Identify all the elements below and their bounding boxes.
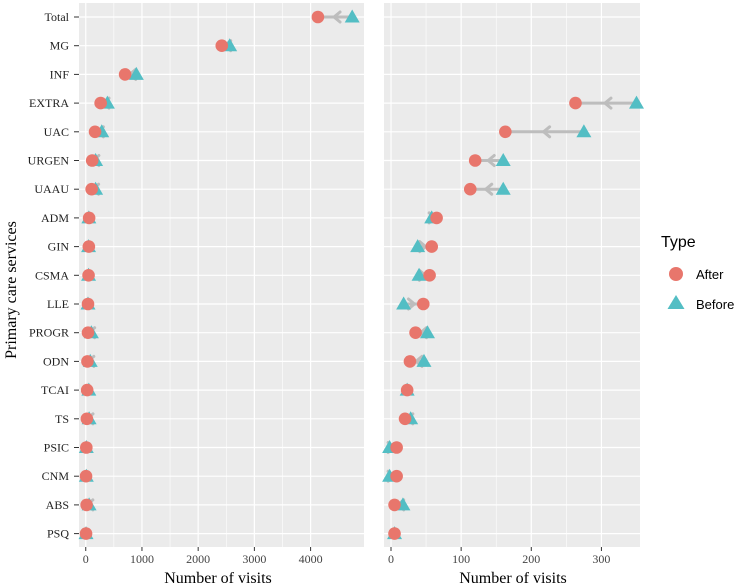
y-category-label-ODN: ODN bbox=[43, 354, 69, 368]
left-panel: 0 1000 2000 3000 4000 bbox=[78, 3, 364, 566]
right-after-point-TCAI bbox=[400, 383, 414, 397]
y-category-label-UAC: UAC bbox=[44, 125, 69, 139]
y-category-label-GIN: GIN bbox=[48, 240, 70, 254]
right-arrowhead-LLE bbox=[406, 297, 417, 311]
right-before-point-URGEN bbox=[495, 153, 511, 166]
left-after-point-Total bbox=[311, 10, 325, 24]
y-category-label-CNM: CNM bbox=[42, 469, 70, 483]
y-category-label-CSMA: CSMA bbox=[35, 268, 69, 282]
y-category-label-ADM: ADM bbox=[41, 211, 69, 225]
right-arrowhead-EXTRA bbox=[602, 96, 613, 110]
left-after-point-ADM bbox=[82, 211, 96, 225]
left-after-point-CSMA bbox=[82, 269, 95, 282]
left-after-point-PSQ bbox=[79, 527, 93, 540]
x-axis-title-left: Number of visits bbox=[164, 570, 272, 587]
legend: Type After Before bbox=[661, 234, 734, 312]
left-after-point-MG bbox=[215, 39, 229, 52]
right-after-point-EXTRA bbox=[569, 96, 582, 110]
right-after-point-PROGR bbox=[409, 326, 422, 340]
right-after-point-PSIC bbox=[390, 441, 403, 454]
right-before-point-CSMA bbox=[411, 267, 427, 281]
y-category-label-UAAU: UAAU bbox=[34, 182, 69, 196]
y-category-label-Total: Total bbox=[45, 10, 70, 24]
left-after-point-ODN bbox=[81, 355, 94, 368]
left-after-point-UAC bbox=[88, 125, 102, 139]
left-x-tick-label: 4000 bbox=[299, 552, 323, 566]
right-before-point-GIN bbox=[410, 239, 426, 253]
right-after-point-ODN bbox=[403, 355, 417, 368]
right-before-point-EXTRA bbox=[628, 95, 644, 109]
legend-after-label: After bbox=[696, 267, 724, 282]
left-x-tick-label: 1000 bbox=[130, 552, 154, 566]
left-after-point-GIN bbox=[82, 240, 96, 253]
left-x-tick-label: 2000 bbox=[186, 552, 210, 566]
y-category-label-PROGR: PROGR bbox=[29, 326, 69, 340]
right-x-tick-label: 0 bbox=[388, 552, 394, 566]
right-before-point-PROGR bbox=[419, 325, 435, 339]
y-axis-labels: Total MG INF EXTRA UAC URGEN UAAU ADM GIN CSMA LLE… bbox=[28, 10, 79, 541]
y-category-label-TCAI: TCAI bbox=[41, 383, 69, 397]
left-after-point-TS bbox=[80, 412, 94, 426]
left-after-point-TCAI bbox=[80, 383, 94, 397]
right-x-tick-label: 200 bbox=[522, 552, 540, 566]
y-category-label-PSIC: PSIC bbox=[44, 441, 69, 455]
left-after-point-URGEN bbox=[85, 154, 99, 167]
legend-title: Type bbox=[661, 234, 696, 251]
y-category-label-INF: INF bbox=[50, 67, 70, 81]
right-arrowhead-UAAU bbox=[483, 182, 494, 196]
left-after-point-CNM bbox=[79, 469, 93, 483]
left-before-point-Total bbox=[344, 9, 360, 23]
right-before-point-UAAU bbox=[495, 181, 511, 195]
y-category-label-ABS: ABS bbox=[46, 498, 69, 512]
right-after-point-ADM bbox=[430, 211, 443, 225]
left-after-point-PSIC bbox=[80, 441, 93, 454]
legend-after-marker bbox=[669, 267, 683, 281]
right-before-point-ODN bbox=[416, 353, 432, 367]
left-before-point-INF bbox=[128, 66, 144, 80]
y-category-label-PSQ: PSQ bbox=[47, 527, 69, 541]
legend-before-marker bbox=[667, 295, 685, 309]
y-category-label-MG: MG bbox=[50, 39, 70, 53]
right-after-point-URGEN bbox=[468, 154, 482, 167]
right-after-point-PSQ bbox=[388, 527, 401, 540]
y-category-label-LLE: LLE bbox=[47, 297, 69, 311]
right-x-tick-label: 100 bbox=[452, 552, 470, 566]
right-before-point-UAC bbox=[576, 124, 592, 138]
left-after-point-ABS bbox=[80, 498, 93, 512]
legend-before-label: Before bbox=[696, 297, 734, 312]
left-x-tick-label: 0 bbox=[83, 552, 89, 566]
x-axis-title-right: Number of visits bbox=[459, 570, 567, 587]
left-after-point-INF bbox=[118, 68, 132, 81]
right-panel: 0 100 200 300 bbox=[382, 3, 644, 566]
left-x-tick-label: 3000 bbox=[242, 552, 266, 566]
right-arrowhead-UAC bbox=[541, 125, 552, 139]
right-after-point-UAAU bbox=[463, 182, 477, 196]
y-category-label-TS: TS bbox=[55, 412, 69, 426]
left-after-point-PROGR bbox=[81, 326, 95, 340]
y-category-label-URGEN: URGEN bbox=[28, 154, 70, 168]
right-after-point-GIN bbox=[425, 240, 438, 253]
y-axis-title: Primary care services bbox=[3, 221, 20, 359]
y-category-label-EXTRA: EXTRA bbox=[29, 96, 69, 110]
right-before-point-LLE bbox=[396, 296, 412, 310]
right-arrowhead-URGEN bbox=[485, 154, 496, 167]
left-arrowhead-Total bbox=[331, 10, 342, 24]
right-after-point-UAC bbox=[499, 125, 512, 139]
right-after-point-CNM bbox=[390, 469, 403, 483]
right-after-point-LLE bbox=[416, 297, 430, 311]
right-after-point-ABS bbox=[388, 498, 401, 512]
left-after-point-EXTRA bbox=[94, 96, 107, 110]
right-after-point-CSMA bbox=[423, 269, 436, 282]
right-x-tick-label: 300 bbox=[592, 552, 610, 566]
left-after-point-LLE bbox=[81, 297, 95, 311]
left-after-point-UAAU bbox=[85, 182, 98, 196]
right-after-point-TS bbox=[398, 412, 412, 426]
